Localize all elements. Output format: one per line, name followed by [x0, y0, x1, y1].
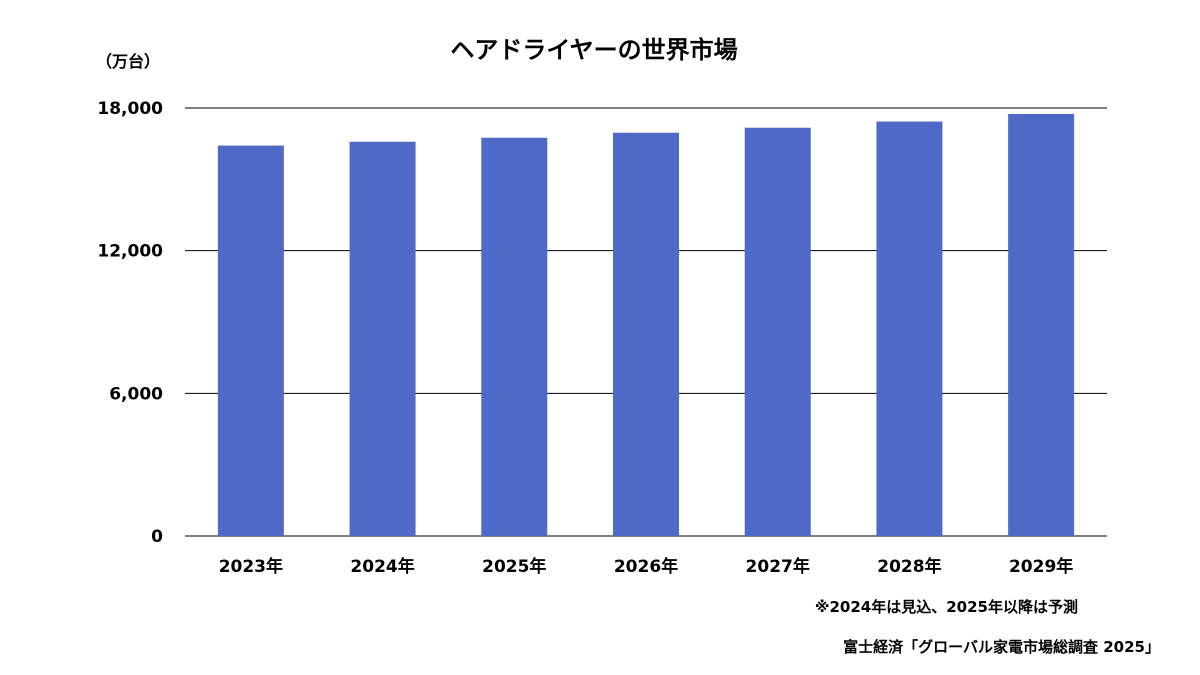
y-tick-label: 0 [151, 527, 163, 547]
bar [613, 132, 679, 536]
bar [349, 141, 416, 536]
chart-title: ヘアドライヤーの世界市場 [450, 36, 737, 64]
bar [876, 121, 943, 536]
y-tick-label: 18,000 [97, 99, 163, 119]
y-axis-tick-labels: 0 6,000 12,000 18,000 [97, 99, 163, 547]
bar [481, 137, 548, 536]
y-axis-unit-label: （万台） [96, 52, 160, 71]
y-tick-label: 6,000 [109, 384, 163, 404]
x-category-label: 2024年 [350, 556, 414, 577]
x-category-label: 2026年 [614, 556, 678, 577]
x-category-label: 2027年 [746, 556, 810, 577]
x-category-label: 2028年 [877, 556, 941, 577]
y-tick-label: 12,000 [97, 242, 163, 262]
bars [217, 113, 1075, 536]
bar [744, 127, 811, 536]
x-axis-category-labels: 2023年 2024年 2025年 2026年 2027年 2028年 2029年 [219, 556, 1074, 577]
x-category-label: 2025年 [482, 556, 546, 577]
bar [217, 145, 284, 536]
x-category-label: 2029年 [1009, 556, 1073, 577]
x-category-label: 2023年 [219, 556, 283, 577]
source-note: 富士経済「グローバル家電市場総調査 2025」 [843, 638, 1160, 656]
bar [1008, 113, 1075, 536]
forecast-note: ※2024年は見込、2025年以降は予測 [815, 598, 1078, 616]
